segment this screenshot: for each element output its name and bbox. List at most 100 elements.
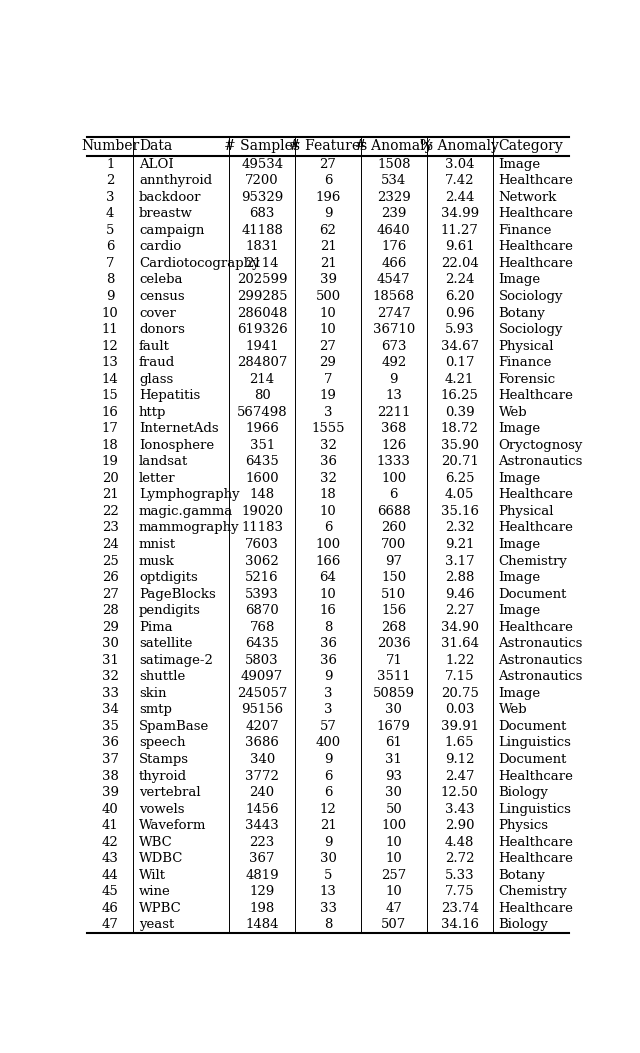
Text: 100: 100 [381, 819, 406, 832]
Text: 22: 22 [102, 505, 118, 518]
Text: 23.74: 23.74 [441, 901, 479, 915]
Text: 214: 214 [250, 373, 275, 385]
Text: 5.93: 5.93 [445, 323, 474, 336]
Text: 12.50: 12.50 [441, 786, 479, 799]
Text: 1484: 1484 [245, 918, 279, 931]
Text: 2: 2 [106, 174, 115, 187]
Text: Ionosphere: Ionosphere [139, 439, 214, 452]
Text: Healthcare: Healthcare [499, 240, 573, 254]
Text: 245057: 245057 [237, 687, 287, 700]
Text: Healthcare: Healthcare [499, 770, 573, 782]
Text: Linguistics: Linguistics [499, 802, 572, 816]
Text: campaign: campaign [139, 224, 204, 237]
Text: 36710: 36710 [372, 323, 415, 336]
Text: yeast: yeast [139, 918, 174, 931]
Text: 39: 39 [102, 786, 119, 799]
Text: Astronautics: Astronautics [499, 671, 583, 683]
Text: 8: 8 [106, 274, 115, 286]
Text: 7: 7 [324, 373, 332, 385]
Text: 3772: 3772 [245, 770, 279, 782]
Text: 2.24: 2.24 [445, 274, 474, 286]
Text: 39.91: 39.91 [440, 720, 479, 733]
Text: Astronautics: Astronautics [499, 637, 583, 651]
Text: 0.39: 0.39 [445, 405, 474, 419]
Text: Forensic: Forensic [499, 373, 556, 385]
Text: WPBC: WPBC [139, 901, 182, 915]
Text: 29: 29 [319, 356, 337, 370]
Text: fault: fault [139, 339, 170, 353]
Text: 20.75: 20.75 [441, 687, 479, 700]
Text: 9: 9 [106, 290, 115, 303]
Text: 6.20: 6.20 [445, 290, 474, 303]
Text: 39: 39 [319, 274, 337, 286]
Text: 367: 367 [250, 852, 275, 866]
Text: 340: 340 [250, 753, 275, 766]
Text: 5803: 5803 [245, 654, 279, 667]
Text: Image: Image [499, 571, 541, 584]
Text: 3.04: 3.04 [445, 158, 474, 171]
Text: 12: 12 [102, 339, 118, 353]
Text: 13: 13 [102, 356, 118, 370]
Text: wine: wine [139, 886, 171, 898]
Text: 41188: 41188 [241, 224, 283, 237]
Text: 10: 10 [319, 306, 337, 319]
Text: 34.67: 34.67 [440, 339, 479, 353]
Text: pendigits: pendigits [139, 604, 201, 617]
Text: Healthcare: Healthcare [499, 207, 573, 220]
Text: Image: Image [499, 158, 541, 171]
Text: 257: 257 [381, 869, 406, 881]
Text: 10: 10 [385, 852, 402, 866]
Text: # Anomaly: # Anomaly [355, 139, 433, 154]
Text: 24: 24 [102, 538, 118, 551]
Text: 1333: 1333 [377, 455, 411, 469]
Text: 2.72: 2.72 [445, 852, 474, 866]
Text: 6870: 6870 [245, 604, 279, 617]
Text: Number: Number [81, 139, 140, 154]
Text: # Features: # Features [289, 139, 367, 154]
Text: 619326: 619326 [237, 323, 287, 336]
Text: 47: 47 [385, 901, 403, 915]
Text: 35: 35 [102, 720, 118, 733]
Text: 34.99: 34.99 [440, 207, 479, 220]
Text: 500: 500 [316, 290, 340, 303]
Text: 34: 34 [102, 703, 118, 716]
Text: 9.21: 9.21 [445, 538, 474, 551]
Text: satimage-2: satimage-2 [139, 654, 213, 667]
Text: 18568: 18568 [373, 290, 415, 303]
Text: 9.12: 9.12 [445, 753, 474, 766]
Text: 10: 10 [385, 836, 402, 849]
Text: 202599: 202599 [237, 274, 287, 286]
Text: 31: 31 [385, 753, 403, 766]
Text: cardio: cardio [139, 240, 181, 254]
Text: WDBC: WDBC [139, 852, 183, 866]
Text: 5: 5 [324, 869, 332, 881]
Text: 2.88: 2.88 [445, 571, 474, 584]
Text: 3: 3 [106, 191, 115, 204]
Text: 700: 700 [381, 538, 406, 551]
Text: 32: 32 [319, 472, 337, 484]
Text: 44: 44 [102, 869, 118, 881]
Text: 3.43: 3.43 [445, 802, 474, 816]
Text: 3: 3 [324, 405, 332, 419]
Text: 20.71: 20.71 [441, 455, 479, 469]
Text: Finance: Finance [499, 224, 552, 237]
Text: 21: 21 [319, 819, 337, 832]
Text: 0.17: 0.17 [445, 356, 474, 370]
Text: 47: 47 [102, 918, 118, 931]
Text: musk: musk [139, 555, 175, 568]
Text: 3.17: 3.17 [445, 555, 474, 568]
Text: Healthcare: Healthcare [499, 257, 573, 270]
Text: 1: 1 [106, 158, 115, 171]
Text: 30: 30 [319, 852, 337, 866]
Text: 768: 768 [250, 620, 275, 634]
Text: Astronautics: Astronautics [499, 654, 583, 667]
Text: 1456: 1456 [245, 802, 279, 816]
Text: 4819: 4819 [245, 869, 279, 881]
Text: Stamps: Stamps [139, 753, 189, 766]
Text: ALOI: ALOI [139, 158, 173, 171]
Text: 260: 260 [381, 521, 406, 535]
Text: Physics: Physics [499, 819, 548, 832]
Text: 95329: 95329 [241, 191, 284, 204]
Text: 93: 93 [385, 770, 403, 782]
Text: 1.65: 1.65 [445, 736, 474, 750]
